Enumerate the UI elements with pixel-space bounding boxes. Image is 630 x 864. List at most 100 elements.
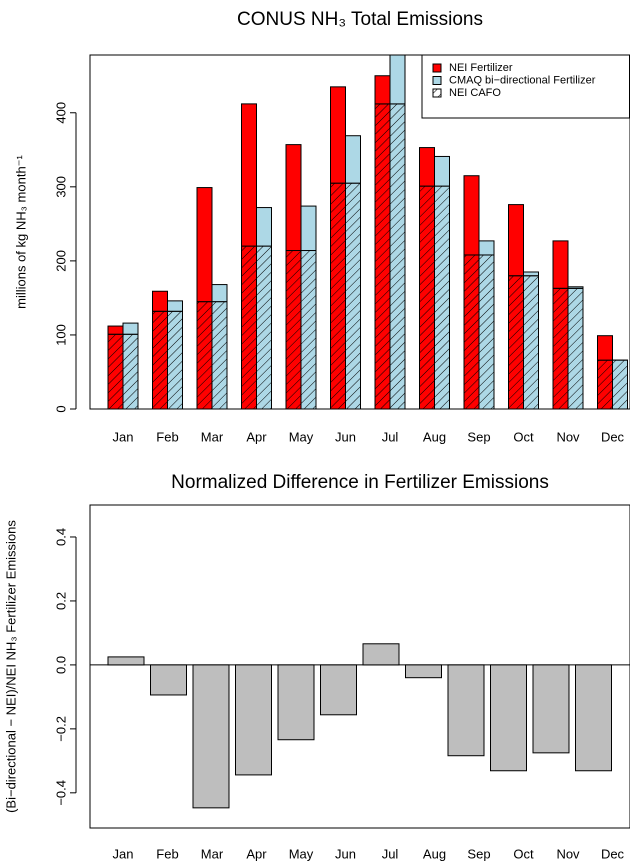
x-tick-label: Feb	[156, 846, 178, 861]
bar	[150, 664, 187, 696]
bar-segment	[478, 240, 495, 256]
bar-hatch	[463, 254, 480, 409]
x-tick-label: Dec	[601, 846, 625, 861]
bar-segment	[152, 290, 168, 312]
y-tick-label: −0.2	[53, 716, 68, 742]
bar-hatch	[300, 250, 317, 409]
bar-segment	[567, 286, 584, 289]
x-tick-label: Oct	[513, 429, 534, 444]
bar-hatch	[374, 103, 391, 409]
bar	[405, 664, 442, 679]
legend-label: NEI CAFO	[449, 87, 501, 99]
chart-title: Normalized Difference in Fertilizer Emis…	[171, 472, 549, 493]
bar-segment	[122, 322, 139, 335]
bar-hatch	[152, 310, 168, 409]
bar-hatch	[211, 301, 228, 409]
bar-hatch	[285, 250, 302, 409]
x-tick-label: Apr	[246, 429, 267, 444]
bar	[532, 664, 570, 754]
bar-hatch	[241, 245, 257, 409]
y-tick-label: 0.2	[53, 592, 68, 610]
bar	[320, 664, 357, 716]
x-tick-label: Aug	[423, 429, 446, 444]
y-tick-label: 0.4	[53, 528, 68, 546]
bar-segment	[196, 187, 213, 303]
legend-label: CMAQ bi−directional Fertilizer	[449, 74, 596, 86]
bar-segment	[434, 155, 450, 187]
bar-segment	[330, 86, 346, 184]
bar	[192, 664, 230, 809]
bar-hatch	[122, 333, 139, 409]
bottom-panel: Normalized Difference in Fertilizer Emis…	[3, 472, 630, 861]
y-tick-label: −0.4	[53, 780, 68, 806]
y-tick-label: 200	[53, 250, 68, 272]
bar-segment	[241, 103, 257, 247]
bar	[362, 643, 400, 666]
bar-hatch	[330, 182, 346, 409]
bar-hatch	[478, 254, 495, 409]
legend-swatch	[432, 76, 442, 85]
bar-hatch	[256, 245, 272, 409]
bar-segment	[389, 55, 406, 105]
x-tick-label: Apr	[246, 846, 267, 861]
y-axis-label: millions of kg NH₃ month⁻¹	[13, 154, 28, 308]
y-tick-label: 0	[53, 405, 68, 412]
bar	[447, 664, 485, 757]
x-tick-label: Mar	[201, 429, 224, 444]
chart-title: CONUS NH₃ Total Emissions	[237, 9, 483, 30]
bar-segment	[523, 271, 539, 277]
bar	[277, 664, 315, 741]
x-tick-label: May	[289, 429, 314, 444]
bar-segment	[508, 204, 524, 277]
bar-segment	[419, 147, 435, 187]
bar-segment	[552, 240, 569, 289]
bar-hatch	[612, 359, 628, 409]
bar	[575, 664, 612, 772]
plot-box	[89, 504, 630, 829]
y-tick-label: 300	[53, 176, 68, 198]
x-tick-label: Jan	[113, 429, 134, 444]
y-axis-label: (Bi−directional − NEI)/NEI NH₃ Fertilize…	[3, 520, 18, 813]
x-tick-label: Jul	[382, 846, 399, 861]
x-tick-label: Mar	[201, 846, 224, 861]
bar-segment	[211, 284, 228, 303]
legend-label: NEI Fertilizer	[449, 62, 513, 74]
bar	[107, 656, 145, 666]
x-tick-label: Aug	[423, 846, 446, 861]
bar-segment	[256, 207, 272, 247]
bar-hatch	[196, 301, 213, 409]
bar-hatch	[508, 275, 524, 409]
x-tick-label: Nov	[556, 429, 580, 444]
y-tick-label: 400	[53, 102, 68, 124]
x-tick-label: Sep	[467, 429, 490, 444]
bar-segment	[463, 175, 480, 256]
bar-segment	[285, 144, 302, 252]
bar-segment	[107, 325, 124, 335]
x-tick-label: Jun	[335, 846, 356, 861]
bar-hatch	[167, 310, 183, 409]
x-tick-label: Jan	[113, 846, 134, 861]
bar-segment	[597, 335, 613, 361]
legend-swatch	[432, 63, 442, 73]
bar-segment	[300, 205, 317, 252]
bar-segment	[345, 135, 361, 184]
bar-hatch	[345, 182, 361, 409]
x-tick-label: May	[289, 846, 314, 861]
x-tick-label: Dec	[601, 429, 625, 444]
bar-hatch	[552, 287, 569, 409]
legend-box	[421, 54, 630, 119]
bar-segment	[167, 300, 183, 312]
bar-hatch	[419, 185, 435, 409]
bar	[235, 664, 272, 776]
bar-hatch	[107, 333, 124, 409]
bar-hatch	[434, 185, 450, 409]
x-tick-label: Jul	[382, 429, 399, 444]
x-tick-label: Jun	[335, 429, 356, 444]
y-tick-label: 0.0	[53, 656, 68, 674]
x-tick-label: Oct	[513, 846, 534, 861]
top-panel: CONUS NH₃ Total Emissions millions of kg …	[13, 9, 630, 444]
bar-hatch	[389, 103, 406, 409]
legend-swatch	[432, 88, 442, 98]
